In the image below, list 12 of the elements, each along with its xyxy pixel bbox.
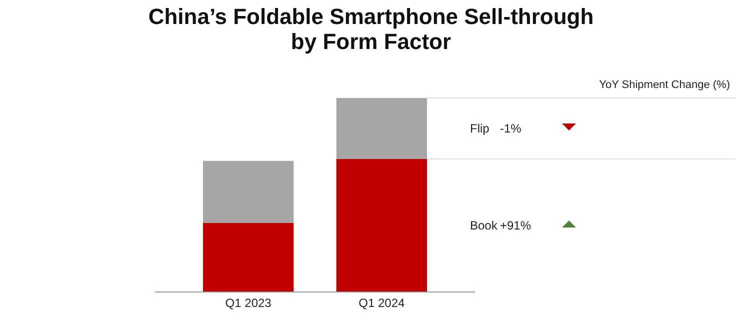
chart-title: China’s Foldable Smartphone Sell-through by Form Factor xyxy=(148,4,594,54)
text: Book xyxy=(470,218,498,232)
bar xyxy=(336,158,427,292)
text: YoY Shipment Change (%) xyxy=(599,79,730,91)
x-tick-label: Q1 2023 xyxy=(225,296,272,310)
text: -1% xyxy=(500,121,522,136)
x-tick-label: Q1 2024 xyxy=(358,296,406,310)
text: +91% xyxy=(500,218,532,232)
bar xyxy=(336,98,427,159)
bar xyxy=(203,160,294,223)
text: Flip xyxy=(470,121,490,136)
bar xyxy=(203,222,294,292)
